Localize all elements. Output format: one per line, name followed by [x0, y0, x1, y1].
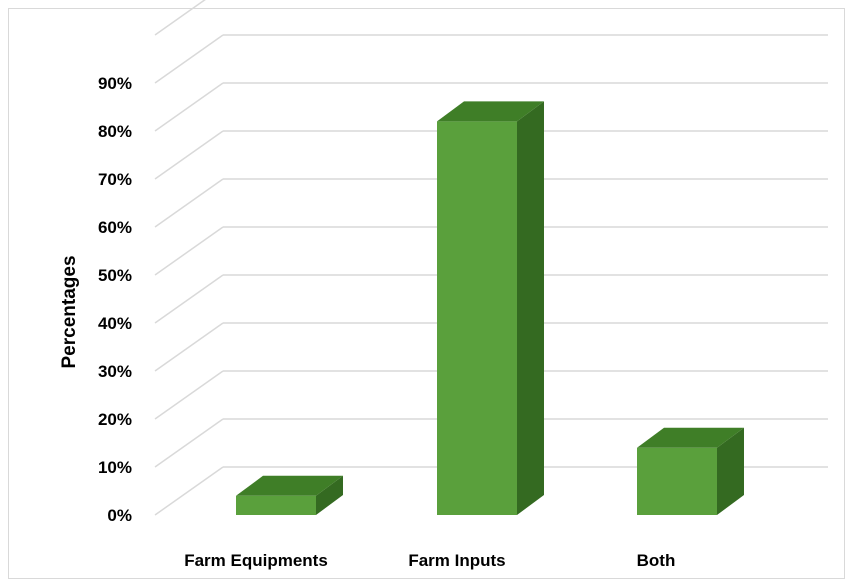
bar	[437, 101, 544, 516]
bar-side-face	[717, 427, 744, 515]
y-tick-label: 40%	[98, 314, 132, 333]
bar-side-face	[517, 101, 544, 516]
bar-side-face	[316, 475, 343, 515]
bar-front-face	[236, 495, 316, 515]
x-axis-categories: Farm Equipments Farm Inputs Both	[184, 551, 675, 570]
bar-top-face	[437, 101, 544, 122]
y-tick-label: 70%	[98, 170, 132, 189]
gridline	[154, 0, 206, 36]
bar	[637, 427, 744, 515]
bar	[236, 475, 343, 515]
y-tick-label: 10%	[98, 458, 132, 477]
bar-front-face	[637, 447, 717, 515]
y-tick-label: 20%	[98, 410, 132, 429]
y-tick-label: 60%	[98, 218, 132, 237]
gridline	[154, 34, 828, 84]
gridline	[154, 82, 828, 132]
y-axis-ticks: 0% 10% 20% 30% 40% 50% 60% 70% 80% 90%	[98, 74, 132, 525]
bar-top-face	[236, 475, 343, 496]
bar-top-face	[637, 427, 744, 448]
x-category-label: Both	[637, 551, 676, 570]
y-tick-label: 0%	[107, 506, 132, 525]
bar-front-face	[437, 121, 517, 516]
y-tick-label: 80%	[98, 122, 132, 141]
y-tick-label: 50%	[98, 266, 132, 285]
y-axis-title: Percentages	[59, 255, 80, 368]
x-category-label: Farm Inputs	[408, 551, 505, 570]
x-category-label: Farm Equipments	[184, 551, 328, 570]
bars	[236, 101, 744, 516]
y-tick-label: 90%	[98, 74, 132, 93]
y-tick-label: 30%	[98, 362, 132, 381]
